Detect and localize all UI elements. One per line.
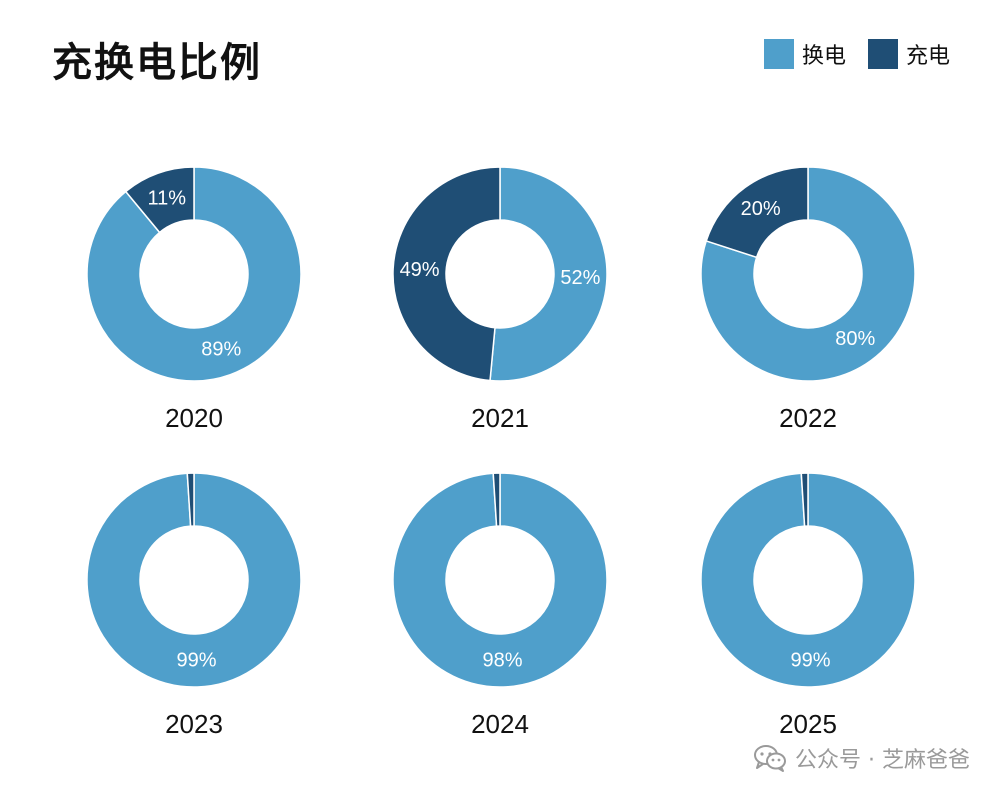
donut-2022-label-charge: 20% [741, 198, 781, 220]
donut-2022-label-swap: 80% [835, 328, 875, 350]
donut-2020-year-label: 2020 [165, 403, 223, 433]
donut-2020-slice-charge [124, 166, 195, 234]
donut-2023-label-swap: 99% [177, 649, 217, 671]
donut-2025-year-label: 2025 [779, 709, 837, 739]
chart-title: 充换电比例 [52, 40, 262, 86]
legend-label-swap: 换电 [801, 44, 846, 69]
donut-2021-label-swap: 52% [560, 267, 600, 289]
wechat-icon [754, 745, 787, 772]
donut-2020-slice-swap [86, 166, 302, 382]
watermark-text: 公众号 · 芝麻爸爸 [795, 748, 970, 773]
donut-2023-year-label: 2023 [165, 709, 223, 739]
donut-2024-year-label: 2024 [471, 709, 529, 739]
donut-2021-slice-charge [392, 166, 501, 382]
donut-2022-year-label: 2022 [779, 403, 837, 433]
donut-2021-slice-swap [489, 166, 608, 382]
donut-2024-slice-swap [392, 472, 608, 688]
donut-2024-slice-charge [492, 472, 501, 527]
donut-2023-slice-swap [86, 472, 302, 688]
legend-swatch-charge [867, 39, 898, 69]
donut-2025-slice-charge [800, 472, 809, 527]
donut-2020-label-swap: 89% [201, 339, 241, 361]
donut-2022-slice-charge [705, 166, 809, 259]
donut-2023-slice-charge [186, 472, 195, 527]
donut-2025-label-swap: 99% [791, 649, 831, 671]
legend-label-charge: 充电 [905, 44, 950, 69]
donut-2022-slice-swap [700, 166, 916, 382]
donut-2021-label-charge: 49% [400, 259, 440, 281]
watermark: 公众号 · 芝麻爸爸 [753, 742, 970, 774]
legend-item-swap: 换电 [763, 38, 846, 70]
legend-item-charge: 充电 [867, 38, 950, 70]
donut-2024-label-swap: 98% [483, 649, 523, 671]
donut-2021-year-label: 2021 [471, 403, 529, 433]
donut-2020-label-charge: 11% [147, 187, 186, 209]
legend-swatch-swap [763, 39, 794, 69]
legend: 换电 充电 [763, 38, 950, 70]
donut-2025-slice-swap [700, 472, 916, 688]
